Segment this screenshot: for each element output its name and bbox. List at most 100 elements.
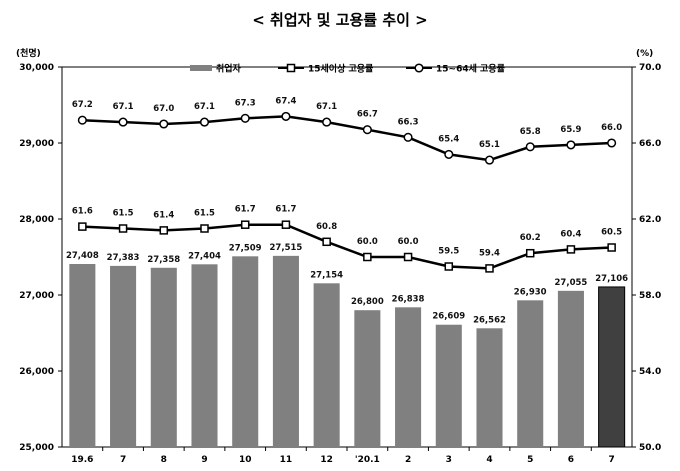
legend-swatch-employed: [190, 65, 212, 71]
marker-rate-15plus: [159, 226, 169, 235]
marker-rate-15plus: [485, 264, 494, 273]
x-tick-label: 10: [239, 455, 252, 465]
label-rate-15-64: 66.7: [357, 110, 378, 120]
bar-employed: [272, 255, 299, 447]
marker-rate-15-64: [525, 142, 535, 152]
left-tick-label: 28,000: [19, 215, 54, 225]
bar-employed: [150, 267, 177, 447]
bar-employed: [557, 290, 584, 447]
legend-label-employed: 취업자: [216, 63, 242, 75]
marker-rate-15plus: [444, 262, 454, 271]
right-tick-label: 70.0: [639, 63, 661, 73]
marker-rate-15-64: [281, 111, 291, 121]
left-tick-label: 26,000: [19, 367, 54, 377]
left-tick-label: 30,000: [19, 63, 54, 73]
marker-rate-15-64: [403, 132, 413, 142]
label-rate-15plus: 60.0: [357, 237, 378, 247]
label-rate-15plus: 60.5: [601, 228, 622, 238]
bar-employed: [395, 307, 422, 447]
label-rate-15-64: 66.0: [601, 123, 622, 133]
bar-value-label: 26,609: [432, 312, 465, 322]
chart-title: < 취업자 및 고용률 추이 >: [252, 11, 427, 29]
right-tick-label: 62.0: [639, 215, 661, 225]
label-rate-15plus: 61.7: [235, 205, 256, 215]
marker-rate-15-64: [240, 113, 250, 123]
legend-label-rate-15-64: 15~64세 고용률: [436, 63, 505, 75]
label-rate-15plus: 61.5: [194, 209, 215, 219]
marker-rate-15plus: [240, 220, 250, 229]
label-rate-15-64: 65.8: [520, 127, 541, 137]
right-tick-label: 50.0: [639, 443, 661, 453]
right-tick-label: 58.0: [639, 291, 661, 301]
label-rate-15plus: 60.4: [560, 229, 581, 239]
right-tick-label: 54.0: [639, 367, 661, 377]
line-rate-15plus: [82, 223, 612, 270]
marker-rate-15plus: [118, 224, 128, 233]
label-rate-15plus: 61.6: [72, 207, 93, 217]
marker-rate-15-64: [362, 125, 372, 135]
bar-value-label: 27,408: [66, 251, 99, 261]
bar-value-label: 27,106: [595, 274, 628, 284]
bar-employed: [232, 256, 259, 447]
marker-rate-15plus: [200, 224, 209, 233]
label-rate-15plus: 59.4: [479, 248, 500, 258]
bar-value-label: 27,383: [107, 253, 140, 263]
marker-rate-15plus: [322, 237, 331, 247]
marker-rate-15plus: [525, 248, 535, 258]
bar-value-label: 27,358: [147, 255, 180, 265]
marker-rate-15-64: [444, 149, 454, 159]
marker-rate-15-64: [566, 140, 576, 150]
x-tick-label: 7: [609, 455, 615, 465]
x-tick-label: 9: [201, 455, 207, 465]
bar-employed: [69, 263, 96, 447]
marker-rate-15-64: [484, 155, 495, 165]
right-axis-unit: (%): [636, 49, 653, 59]
label-rate-15-64: 65.9: [560, 125, 581, 135]
marker-rate-15plus: [78, 222, 87, 231]
bar-employed: [313, 283, 340, 447]
label-rate-15-64: 65.4: [438, 134, 459, 144]
marker-rate-15plus: [363, 252, 372, 262]
bar-employed: [476, 328, 503, 447]
left-tick-label: 25,000: [19, 443, 54, 453]
label-rate-15plus: 60.2: [520, 233, 541, 243]
label-rate-15-64: 67.2: [72, 100, 93, 110]
label-rate-15plus: 60.8: [316, 222, 337, 232]
x-tick-label: '20.1: [355, 455, 380, 465]
label-rate-15-64: 67.1: [194, 102, 215, 112]
marker-rate-15-64: [322, 117, 332, 127]
left-axis-unit: (천명): [16, 47, 41, 59]
left-tick-label: 27,000: [19, 291, 54, 301]
bar-value-label: 27,404: [188, 251, 221, 261]
x-tick-label: 2: [405, 455, 411, 465]
bar-value-label: 27,509: [229, 243, 262, 253]
marker-rate-15-64: [118, 117, 128, 127]
x-tick-label: 6: [568, 455, 574, 465]
marker-rate-15plus: [403, 252, 413, 262]
bar-value-label: 26,838: [392, 294, 425, 304]
bar-employed: [191, 264, 218, 447]
x-tick-label: 11: [280, 455, 293, 465]
marker-rate-15plus: [566, 245, 576, 254]
bar-value-label: 27,515: [270, 243, 303, 253]
marker-rate-15plus: [607, 243, 616, 252]
label-rate-15plus: 61.4: [153, 210, 174, 220]
label-rate-15-64: 67.4: [275, 96, 296, 106]
bar-employed: [435, 324, 462, 447]
x-tick-label: 8: [161, 455, 167, 465]
label-rate-15-64: 65.1: [479, 140, 500, 150]
plot-area: 25,000 26,000 27,000 28,000 29,000 30,000 50.0…: [19, 63, 661, 465]
right-tick-label: 66.0: [639, 139, 661, 149]
label-rate-15plus: 61.5: [113, 209, 134, 219]
bar-value-label: 27,055: [555, 278, 588, 288]
bar-value-label: 26,562: [473, 315, 506, 325]
line-rate-15-64: [82, 115, 612, 162]
label-rate-15plus: 60.0: [398, 237, 419, 247]
legend: 취업자 15세이상 고용률 15~64세 고용률: [190, 63, 505, 75]
left-tick-label: 29,000: [19, 139, 54, 149]
x-tick-label: 4: [486, 455, 492, 465]
bar-value-label: 26,930: [514, 287, 547, 297]
bar-employed: [110, 265, 137, 447]
x-tick-label: 3: [446, 455, 452, 465]
legend-label-rate-15plus: 15세이상 고용률: [308, 63, 373, 75]
